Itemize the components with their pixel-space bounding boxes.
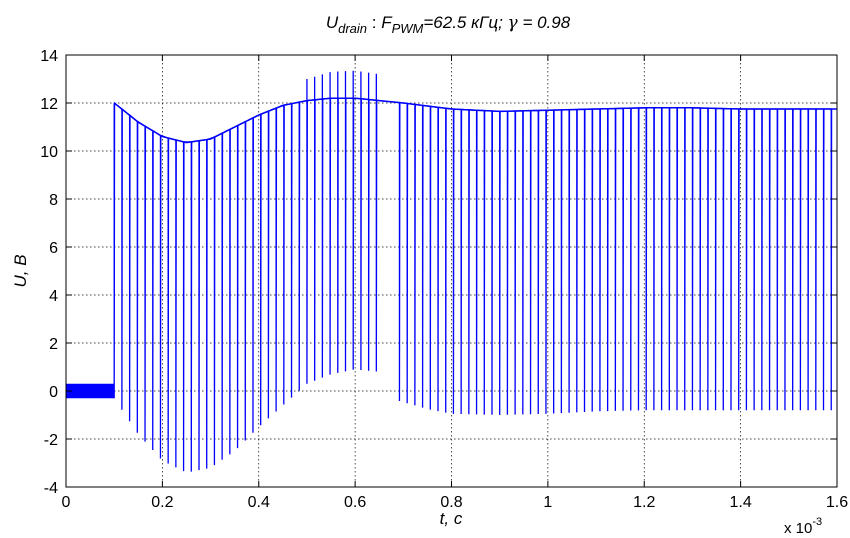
title-frequency: =62.5 кГц; [423, 13, 507, 32]
y-tick-label: -4 [44, 480, 58, 497]
x-tick-label: 0.2 [151, 494, 173, 511]
initial-ripple [65, 383, 115, 399]
y-tick-label: 10 [40, 144, 58, 161]
grid-lines [66, 55, 837, 487]
x-axis-label: t, c [440, 509, 463, 528]
x-tick-label: 1 [543, 494, 552, 511]
title-f: F [381, 13, 393, 32]
x-multiplier-exponent: -3 [812, 516, 822, 528]
x-tick-label: 0 [62, 494, 71, 511]
x-tick-label: 1.6 [826, 494, 848, 511]
x-multiplier-base: x 10 [784, 520, 812, 537]
title-u-subscript: drain [338, 21, 367, 36]
title-separator: : [367, 13, 381, 32]
y-tick-label: 0 [49, 384, 58, 401]
title-u: U [326, 13, 339, 32]
x-tick-label: 1.4 [730, 494, 752, 511]
chart-title: Udrain : FPWM=62.5 кГц; γ = 0.98 [326, 13, 571, 36]
y-tick-label: 4 [49, 288, 58, 305]
series-drain-voltage [65, 70, 837, 472]
title-gamma: γ [508, 13, 519, 33]
x-axis-multiplier: x 10-3 [784, 516, 822, 537]
top-envelope [113, 97, 837, 144]
y-tick-label: 8 [49, 192, 58, 209]
y-tick-label: -2 [44, 432, 58, 449]
x-tick-label: 0.8 [440, 494, 462, 511]
y-tick-label: 6 [49, 240, 58, 257]
title-f-subscript: PWM [392, 21, 424, 36]
y-tick-labels: -4 -2 0 2 4 6 8 10 12 14 [40, 48, 58, 497]
axis-ticks [65, 54, 838, 488]
x-tick-label: 1.2 [633, 494, 655, 511]
y-tick-label: 2 [49, 336, 58, 353]
x-tick-labels: 0 0.2 0.4 0.6 0.8 1 1.2 1.4 1.6 [62, 494, 849, 511]
y-tick-label: 12 [40, 96, 58, 113]
y-tick-label: 14 [40, 48, 58, 65]
x-tick-label: 0.4 [248, 494, 270, 511]
y-axis-label: U, B [11, 254, 30, 287]
x-tick-label: 0.6 [344, 494, 366, 511]
title-duty: = 0.98 [518, 13, 571, 32]
